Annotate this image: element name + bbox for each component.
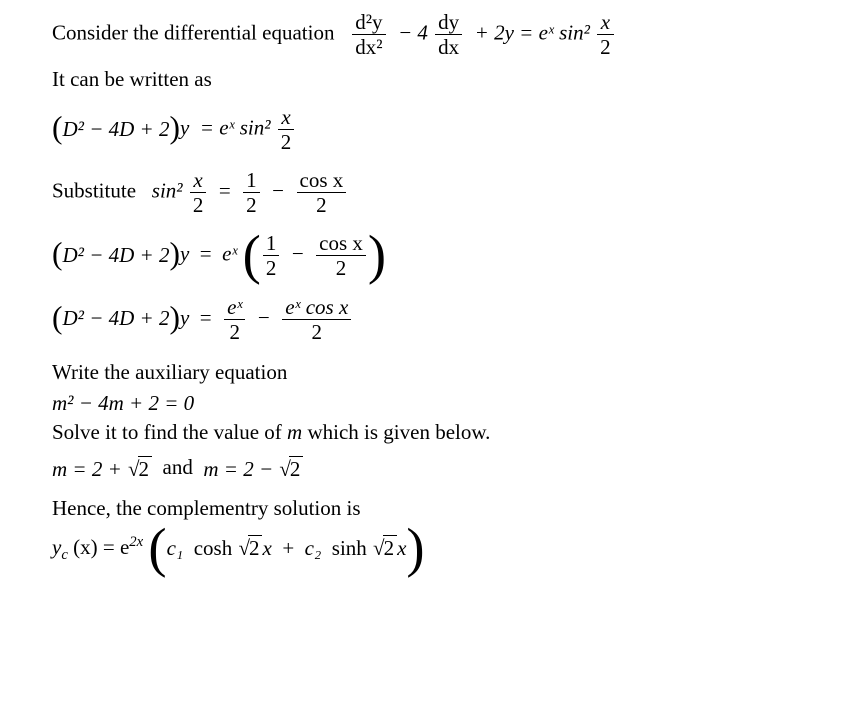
write-aux-text: Write the auxiliary equation <box>52 360 287 384</box>
yc-line: yc (x) = e2x ( c₁ cosh 2x + c₂ sinh 2x ) <box>52 530 803 568</box>
roots-line: m = 2 + 2 and m = 2 − 2 <box>52 453 803 484</box>
op-eq3: ( D² − 4D + 2 ) y = eˣ 2 − eˣ cos x 2 <box>52 295 803 344</box>
main-equation: d²y dx² − 4 dy dx + 2y = eˣ sin² x 2 <box>350 10 615 59</box>
substitute-line: Substitute sin² x 2 = 1 2 − cos x 2 <box>52 168 803 217</box>
substitute-text: Substitute <box>52 178 136 202</box>
intro-line: Consider the differential equation d²y d… <box>52 10 803 59</box>
op-eq2: ( D² − 4D + 2 ) y = eˣ ( 1 2 − cos x 2 ) <box>52 231 803 280</box>
solve-text: Solve it to find the value of <box>52 420 282 444</box>
write-aux-line: Write the auxiliary equation <box>52 358 803 387</box>
op-eq1: ( D² − 4D + 2 ) y = eˣ sin² x 2 <box>52 105 803 154</box>
intro-text: Consider the differential equation <box>52 20 334 44</box>
solve-line: Solve it to find the value of m which is… <box>52 418 803 447</box>
hence-text: Hence, the complementry solution is <box>52 496 361 520</box>
aux-eq: m² − 4m + 2 = 0 <box>52 387 803 418</box>
can-be-written-line: It can be written as <box>52 65 803 94</box>
given-below-text: which is given below. <box>307 420 490 444</box>
can-be-written-text: It can be written as <box>52 67 212 91</box>
